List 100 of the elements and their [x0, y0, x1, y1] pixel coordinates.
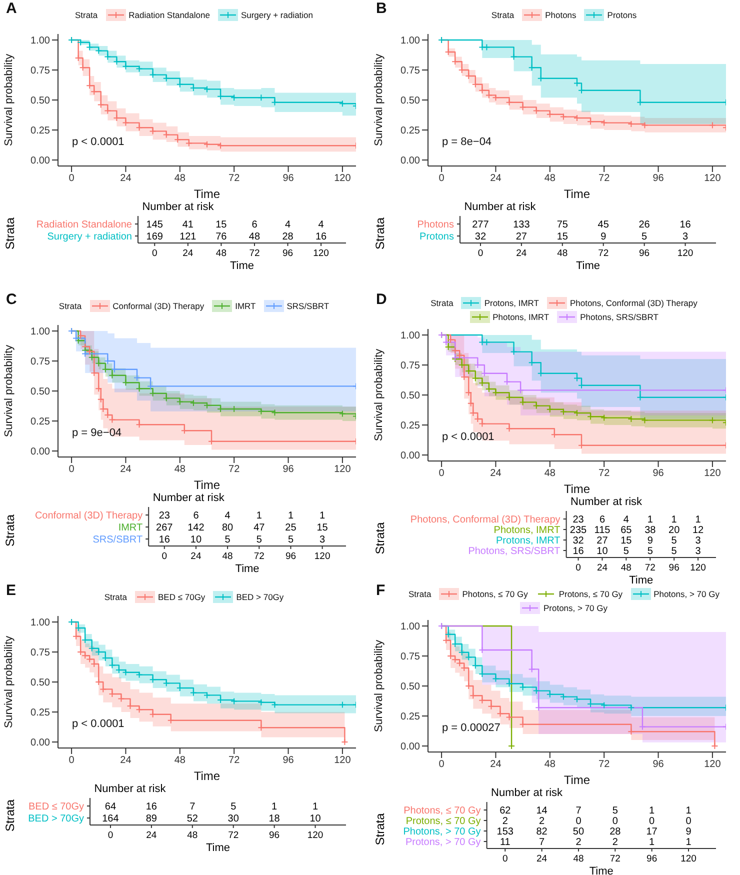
y-tick-label: 0.75 [400, 360, 420, 372]
x-tick-label: 96 [282, 248, 294, 259]
x-tick-label: 72 [598, 468, 610, 480]
data-label: 1 [272, 802, 278, 812]
y-tick-label: 1.00 [400, 622, 420, 633]
y-tick-label: 0.25 [30, 708, 50, 719]
data-label: 267 [156, 522, 174, 534]
x-tick-label: 0 [576, 562, 581, 574]
data-label: 16 [680, 220, 692, 230]
legend-title: Strata [408, 589, 432, 599]
x-tick-label: 72 [644, 562, 656, 574]
data-label: 12 [692, 525, 704, 536]
x-tick-label: 0 [478, 248, 484, 259]
x-axis-title: Time [629, 574, 654, 586]
data-label: 235 [570, 525, 588, 536]
x-tick-label: 72 [598, 759, 610, 770]
y-tick-label: Surgery + radiation [47, 232, 132, 242]
data-label: 1 [649, 837, 656, 848]
y-axis-title: Strata [373, 217, 387, 250]
y-tick-label: 0.75 [30, 66, 50, 77]
y-tick-label: 0.75 [400, 66, 420, 77]
data-label: 5 [671, 536, 678, 546]
legend-label: BED ≤ 70Gy [158, 592, 206, 602]
x-tick-label: 24 [490, 468, 502, 480]
data-label: 50 [572, 826, 584, 838]
x-tick-label: 24 [120, 173, 132, 184]
x-axis-title: Time [589, 866, 614, 875]
x-tick-label: 24 [490, 759, 502, 770]
x-tick-label: 96 [652, 759, 664, 770]
x-tick-label: 48 [544, 468, 556, 480]
x-tick-label: 96 [652, 468, 664, 480]
data-label: 3 [682, 232, 688, 242]
data-label: 2 [612, 837, 618, 848]
data-label: 4 [623, 514, 630, 526]
data-label: 4 [224, 510, 231, 522]
x-axis-title: Time [194, 187, 220, 201]
x-tick-label: 0 [108, 830, 114, 841]
y-tick-label: 0.00 [400, 742, 420, 753]
legend-title: Strata [491, 10, 514, 20]
x-tick-label: 0 [438, 173, 445, 184]
data-label: 4 [318, 220, 324, 230]
data-label: 115 [594, 525, 611, 536]
x-tick-label: 96 [282, 464, 294, 476]
data-label: 5 [647, 546, 654, 557]
x-axis-title: Time [194, 769, 220, 783]
x-tick-label: 120 [704, 173, 722, 184]
x-tick-label: 96 [282, 173, 294, 184]
data-label: 133 [513, 220, 530, 230]
data-label: 1 [288, 510, 294, 522]
data-label: 82 [536, 826, 548, 838]
x-tick-label: 48 [573, 854, 584, 864]
data-label: 52 [186, 814, 198, 824]
data-label: 16 [146, 802, 158, 812]
data-label: 3 [695, 546, 702, 557]
y-tick-label: 0.25 [30, 416, 50, 428]
y-axis-title: Survival probability [2, 344, 15, 438]
x-tick-label: 120 [334, 755, 352, 766]
data-label: 76 [216, 232, 228, 242]
data-label: 10 [596, 546, 608, 557]
data-label: 47 [254, 522, 266, 534]
data-label: 5 [612, 806, 618, 816]
x-tick-label: 96 [639, 248, 650, 259]
y-axis-title: Survival probability [2, 635, 15, 728]
legend-label: BED > 70Gy [236, 592, 284, 602]
y-tick-label: 1.00 [30, 618, 50, 629]
legend-title: Strata [74, 10, 98, 20]
data-label: 2 [502, 816, 508, 827]
x-tick-label: 0 [438, 468, 445, 480]
y-tick-label: 0.50 [400, 96, 420, 107]
data-label: 1 [256, 510, 262, 522]
x-tick-label: 72 [254, 551, 264, 562]
data-label: 27 [516, 232, 528, 242]
x-tick-label: 24 [120, 755, 132, 766]
y-axis-title: Strata [3, 514, 17, 547]
data-label: 7 [539, 837, 546, 848]
data-label: 1 [649, 806, 656, 816]
data-label: 27 [596, 536, 608, 546]
y-tick-label: 0.50 [30, 96, 50, 107]
x-tick-label: 24 [516, 248, 527, 259]
x-tick-label: 48 [174, 173, 186, 184]
data-label: 0 [576, 816, 582, 827]
x-tick-label: 120 [690, 562, 706, 574]
data-label: 1 [320, 510, 326, 522]
legend-label: Protons [607, 10, 637, 20]
annotation: p < 0.0001 [72, 136, 124, 148]
x-tick-label: 0 [152, 248, 158, 259]
x-tick-label: 48 [544, 173, 556, 184]
y-tick-label: BED ≤ 70Gy [28, 802, 84, 812]
y-tick-label: Photons, SRS/SBRT [468, 546, 560, 557]
y-tick-label: 0.00 [30, 738, 50, 749]
x-tick-label: 48 [174, 464, 186, 476]
data-label: 1 [312, 802, 318, 812]
data-label: 2 [576, 837, 582, 848]
data-label: 20 [668, 525, 680, 536]
y-tick-label: 1.00 [30, 36, 50, 47]
y-tick-label: 0.50 [30, 678, 50, 689]
x-axis-title: Time [564, 187, 590, 201]
y-tick-label: 0.50 [400, 682, 420, 693]
data-label: 65 [620, 525, 632, 536]
data-label: 5 [224, 534, 231, 546]
